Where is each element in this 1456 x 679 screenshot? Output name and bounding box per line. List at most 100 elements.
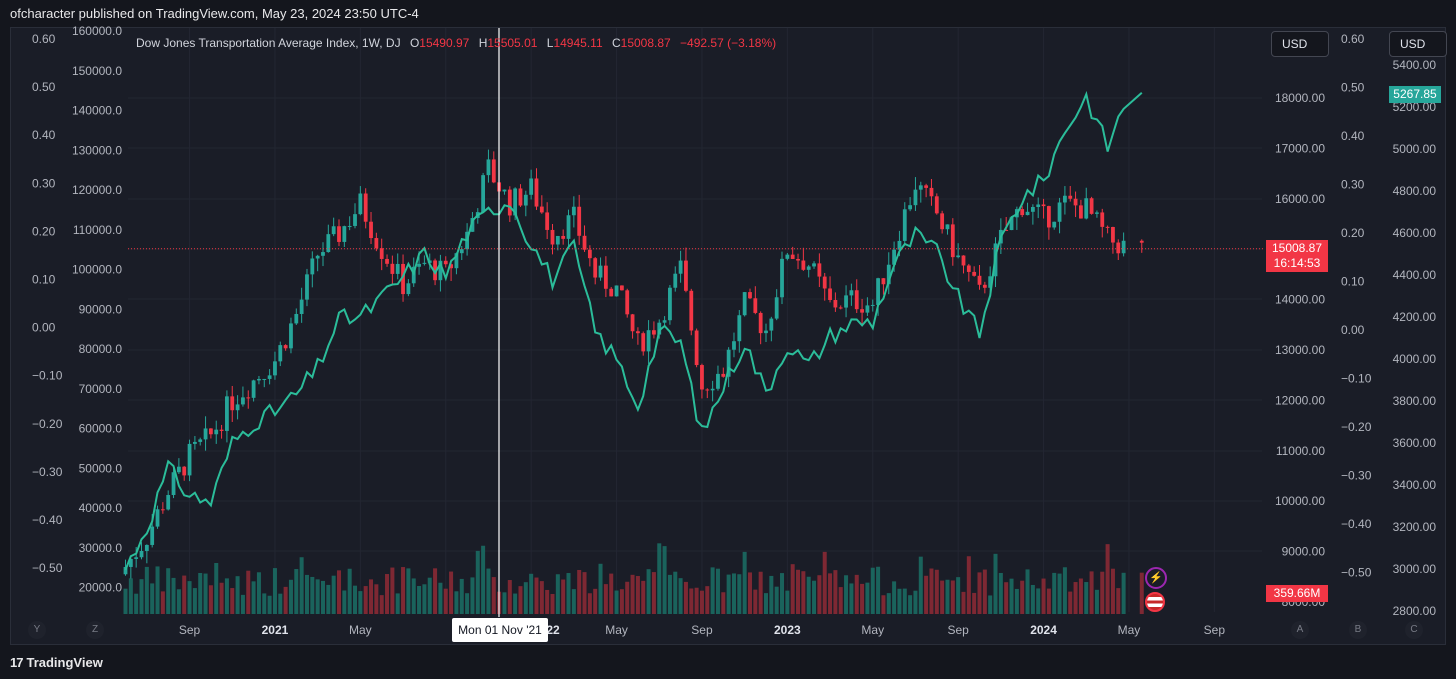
tradingview-logo[interactable]: 17 TradingView	[10, 655, 103, 670]
volume-bar	[278, 593, 283, 614]
corner-button-y[interactable]: Y	[28, 621, 46, 639]
volume-bar	[603, 584, 608, 614]
volume-bar	[203, 573, 208, 614]
candle-body	[577, 206, 582, 236]
volume-bar	[977, 572, 982, 614]
candle-body	[854, 290, 859, 310]
volume-bar	[982, 569, 987, 614]
candle-body	[966, 265, 971, 272]
legend-change: −492.57 (−3.18%)	[680, 36, 777, 50]
candle-body	[678, 260, 683, 274]
right-outer-tick: 5400.00	[1393, 58, 1437, 72]
volume-bar	[1020, 580, 1025, 614]
corner-button-a[interactable]: A	[1291, 621, 1309, 639]
volume-bar	[1062, 567, 1067, 614]
candle-body	[523, 194, 528, 206]
volume-bar	[171, 577, 176, 614]
currency-button-mid[interactable]: USD	[1271, 31, 1329, 57]
volume-bar	[838, 587, 843, 614]
volume-bar	[214, 562, 219, 614]
left-outer-tick: 0.50	[32, 80, 56, 94]
volume-bar	[465, 593, 470, 614]
volume-bar	[710, 567, 715, 614]
volume-bar	[1068, 591, 1073, 614]
volume-bar	[849, 583, 854, 614]
candle-body	[139, 550, 144, 558]
candle-body	[225, 396, 229, 431]
candle-body	[886, 264, 891, 285]
volume-bar	[433, 568, 438, 614]
volume-bar	[1078, 578, 1083, 614]
volume-bar	[758, 571, 763, 614]
volume-bar	[320, 580, 325, 614]
candle-body	[219, 429, 224, 431]
left-inner-tick: 120000.0	[72, 183, 122, 197]
candle-body	[198, 439, 203, 442]
candle-body	[684, 260, 688, 291]
volume-bar	[502, 592, 507, 614]
candle-body	[454, 253, 459, 269]
left-inner-tick: 60000.0	[79, 422, 123, 436]
volume-bar	[134, 593, 139, 614]
candle-body	[433, 260, 437, 281]
volume-bar	[294, 569, 299, 614]
volume-bar	[374, 584, 379, 614]
line-series	[124, 90, 1143, 571]
volume-bar	[224, 578, 229, 614]
candle-body	[812, 263, 816, 267]
flash-event-icon[interactable]: ⚡	[1145, 567, 1167, 589]
candle-body	[764, 330, 768, 334]
volume-bar	[513, 593, 518, 614]
volume-bar	[123, 588, 128, 614]
volume-bar	[822, 551, 827, 614]
volume-bar	[897, 588, 902, 614]
candle-body	[251, 380, 256, 398]
volume-bar	[598, 563, 603, 614]
candle-body	[689, 290, 694, 331]
right-outer-tick: 5200.00	[1393, 100, 1437, 114]
volume-bars	[123, 543, 1144, 614]
volume-bar	[1110, 568, 1115, 614]
volume-bar	[326, 584, 331, 614]
right-mid-tick: 0.10	[1341, 275, 1365, 289]
candle-body	[507, 189, 512, 216]
volume-bar	[150, 583, 155, 614]
candle-body	[315, 255, 320, 259]
volume-bar	[908, 595, 913, 614]
volume-bar	[406, 568, 411, 614]
volume-bar	[662, 546, 667, 614]
volume-bar	[1009, 578, 1014, 614]
candle-body	[278, 345, 283, 362]
corner-button-z[interactable]: Z	[86, 621, 104, 639]
volume-bar	[657, 543, 662, 614]
volume-bar	[507, 580, 512, 614]
candle-body	[1116, 242, 1121, 254]
candle-body	[662, 320, 667, 323]
volume-bar	[545, 589, 550, 614]
volume-bar	[646, 569, 651, 614]
volume-bar	[593, 588, 598, 614]
candle-body	[603, 265, 608, 289]
us-flag-event-icon[interactable]	[1145, 592, 1165, 612]
volume-bar	[235, 576, 240, 614]
volume-bar	[1014, 588, 1019, 614]
volume-bar	[812, 580, 817, 614]
corner-button-c[interactable]: C	[1405, 621, 1423, 639]
currency-button-right[interactable]: USD	[1389, 31, 1447, 57]
volume-bar	[790, 564, 795, 614]
volume-bar	[870, 567, 875, 614]
chart-canvas[interactable]: 0.60 0.50 0.40 0.30 0.20 0.10 0.00 −0.10 −0.20 −0…	[0, 0, 1456, 646]
volume-bar	[806, 576, 811, 614]
candle-body	[806, 266, 811, 270]
candle-body	[144, 544, 149, 551]
volume-bar	[1105, 544, 1110, 614]
volume-bar	[417, 585, 422, 614]
legend-low: 14945.11	[553, 36, 603, 50]
corner-button-b[interactable]: B	[1349, 621, 1367, 639]
right-mid-axis: 0.60 0.50 0.40 0.30 0.20 0.10 0.00 −0.10 −0.20 −0…	[1341, 32, 1372, 580]
price-tick: 17000.00	[1275, 141, 1325, 155]
candle-body	[865, 305, 870, 313]
volume-bar	[395, 593, 400, 614]
volume-bar	[1052, 572, 1057, 614]
chart-area[interactable]	[10, 27, 1446, 645]
